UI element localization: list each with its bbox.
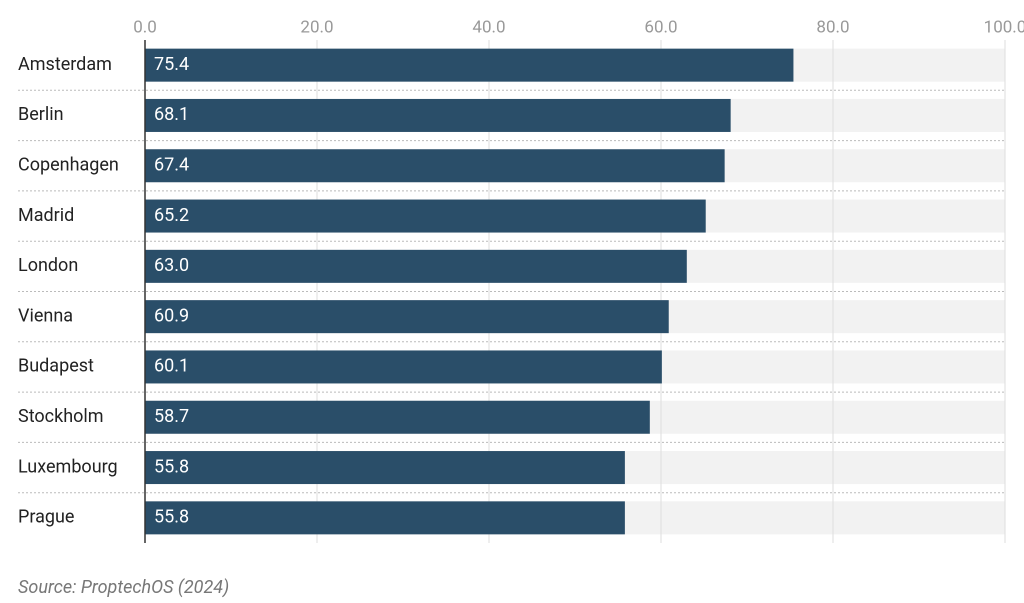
value-label: 68.1 (154, 104, 189, 125)
value-label: 67.4 (154, 155, 189, 176)
x-tick-label: 60.0 (644, 17, 677, 37)
bar (145, 350, 662, 384)
value-label: 60.9 (154, 305, 189, 326)
value-label: 60.1 (154, 356, 189, 377)
bar (145, 249, 687, 283)
y-tick-label: London (18, 255, 78, 276)
bar (145, 48, 794, 82)
value-label: 75.4 (154, 54, 189, 75)
y-tick-label: Luxembourg (18, 456, 118, 477)
y-tick-label: Copenhagen (18, 155, 119, 176)
y-tick-label: Amsterdam (18, 54, 112, 75)
x-tick-label: 40.0 (472, 17, 505, 37)
source-note: Source: ProptechOS (2024) (18, 577, 229, 598)
y-tick-label: Vienna (18, 305, 73, 326)
x-tick-label: 20.0 (300, 17, 333, 37)
bar (145, 199, 706, 233)
y-tick-label: Budapest (18, 356, 94, 377)
value-label: 55.8 (154, 456, 189, 477)
bar (145, 451, 625, 485)
y-tick-label: Madrid (18, 205, 74, 226)
x-tick-label: 100.0 (984, 17, 1024, 37)
value-label: 63.0 (154, 255, 189, 276)
bar (145, 98, 731, 132)
value-label: 55.8 (154, 507, 189, 528)
x-tick-label: 80.0 (816, 17, 849, 37)
y-tick-label: Berlin (18, 104, 64, 125)
y-tick-label: Prague (18, 507, 74, 528)
bar (145, 149, 725, 183)
x-tick-label: 0.0 (133, 17, 157, 37)
value-label: 58.7 (154, 406, 189, 427)
bar (145, 300, 669, 334)
bar (145, 501, 625, 535)
y-tick-label: Stockholm (18, 406, 104, 427)
value-label: 65.2 (154, 205, 189, 226)
bar (145, 400, 650, 434)
